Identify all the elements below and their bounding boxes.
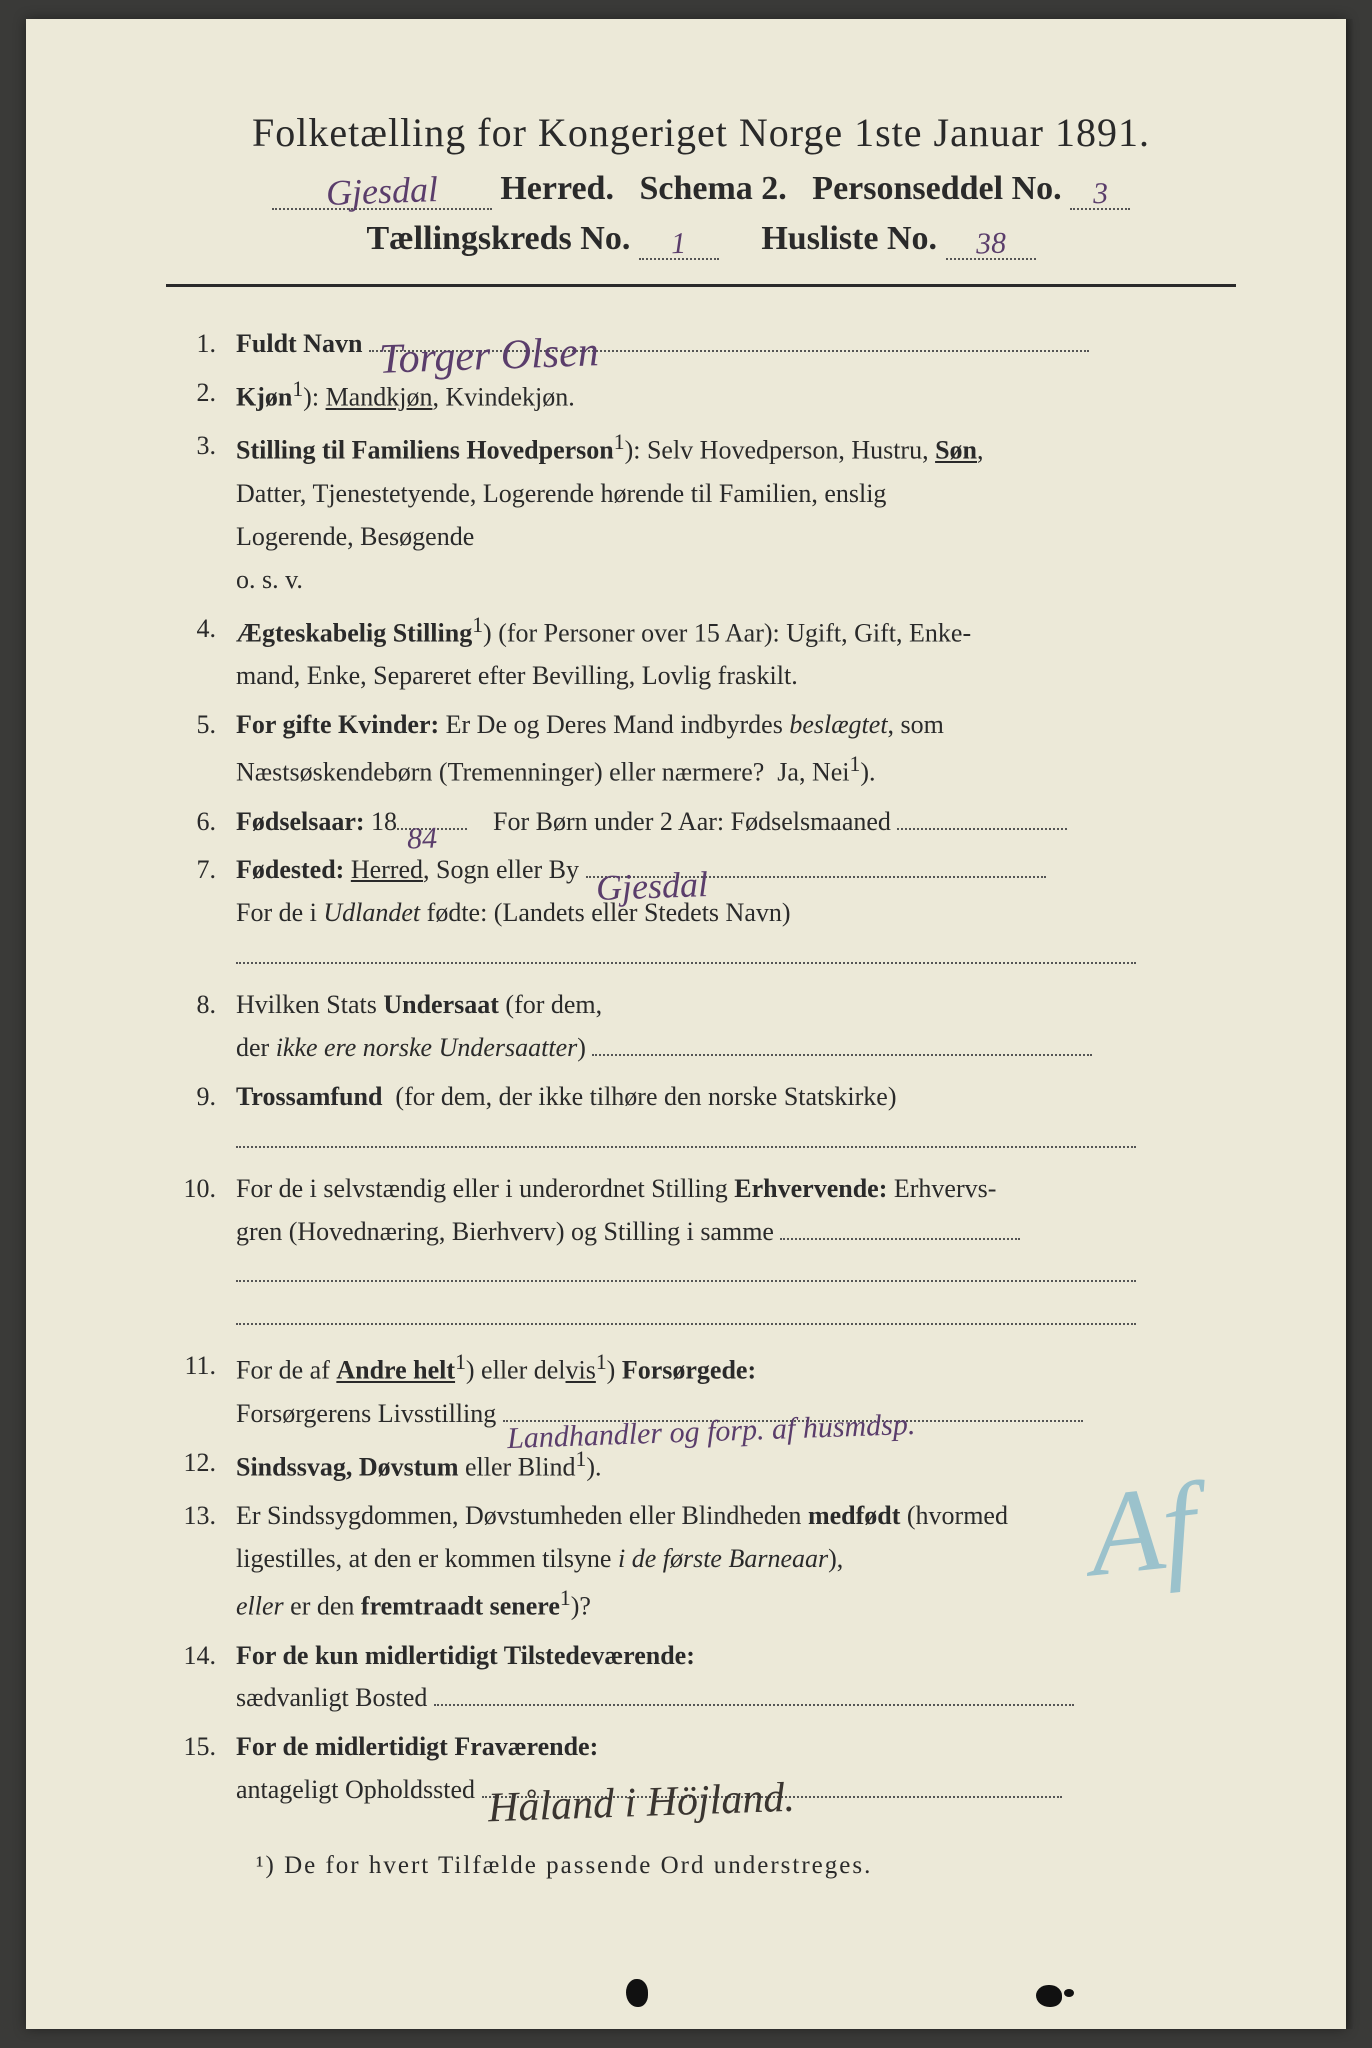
item-2: 2. Kjøn1): Mandkjøn, Kvindekjøn.: [166, 372, 1236, 420]
herred-value: Gjesdal: [325, 175, 438, 208]
item-label: Fuldt Navn: [236, 329, 362, 358]
birthplace-field: Gjesdal: [586, 849, 1046, 892]
name-field: Torger Olsen: [369, 323, 1089, 366]
item-11: 11. For de af Andre helt1) eller delvis1…: [166, 1345, 1236, 1435]
item-number: 15.: [166, 1726, 236, 1812]
footnote: ¹) De for hvert Tilfælde passende Ord un…: [166, 1852, 1236, 1880]
item-9: 9. Trossamfund (for dem, der ikke tilhør…: [166, 1076, 1236, 1162]
item-number: 1.: [166, 323, 236, 366]
item-label: For de midlertidigt Fraværende:: [236, 1732, 598, 1761]
item-1: 1. Fuldt Navn Torger Olsen: [166, 323, 1236, 366]
birth-month-field: [897, 828, 1067, 830]
item-label: For de kun midlertidigt Tilstedeværende:: [236, 1641, 695, 1670]
whereabouts-value: Håland i Höjland.: [487, 1781, 795, 1825]
usual-residence-label: sædvanligt Bosted: [236, 1683, 427, 1712]
item-12: 12. Sindssvag, Døvstum eller Blind1).: [166, 1442, 1236, 1490]
item-number: 12.: [166, 1442, 236, 1490]
item-label: Fødested:: [236, 855, 344, 884]
item-number: 3.: [166, 425, 236, 601]
husliste-field: 38: [946, 220, 1036, 260]
item-label: Stilling til Familiens Hovedperson: [236, 436, 614, 465]
item-number: 5.: [166, 704, 236, 794]
herred-field: Gjesdal: [272, 170, 492, 210]
item-4: 4. Ægteskabelig Stilling1) (for Personer…: [166, 608, 1236, 698]
item-7: 7. Fødested: Herred, Sogn eller By Gjesd…: [166, 849, 1236, 978]
item-number: 8.: [166, 984, 236, 1070]
religion-field: [236, 1146, 1136, 1148]
provider-field: Landhandler og forp. af husmdsp.: [503, 1393, 1083, 1436]
item-number: 4.: [166, 608, 236, 698]
birthplace-value: Gjesdal: [595, 870, 708, 903]
kreds-label: Tællingskreds No.: [366, 220, 630, 257]
header-line-2: Gjesdal Herred. Schema 2. Personseddel N…: [166, 170, 1236, 210]
item-number: 10.: [166, 1168, 236, 1340]
birthplace-type: Herred: [351, 855, 423, 884]
occupation-field-2: [236, 1280, 1136, 1282]
item-number: 6.: [166, 801, 236, 844]
item-tail: o. s. v.: [236, 565, 303, 594]
kreds-field: 1: [639, 220, 719, 260]
item-label: Kjøn: [236, 383, 292, 412]
usual-residence-field: [434, 1704, 1074, 1706]
item-label: Ægteskabelig Stilling: [236, 618, 472, 647]
year-value: 84: [407, 827, 438, 852]
personseddel-field: 3: [1070, 170, 1130, 210]
citizenship-field: [592, 1054, 1092, 1056]
ink-blot: [626, 1979, 648, 2007]
whereabouts-label: antageligt Opholdssted: [236, 1775, 475, 1804]
item-number: 9.: [166, 1076, 236, 1162]
item-label: Fødselsaar:: [236, 807, 365, 836]
form-header: Folketælling for Kongeriget Norge 1ste J…: [166, 109, 1236, 287]
year-field: 84: [397, 801, 467, 844]
item-label: Trossamfund: [236, 1082, 382, 1111]
whereabouts-field: Håland i Höjland.: [482, 1769, 1062, 1812]
relation-selected: Søn: [935, 436, 977, 465]
item-label: For gifte Kvinder:: [236, 710, 439, 739]
year-prefix: 18: [371, 807, 397, 836]
item-number: 11.: [166, 1345, 236, 1435]
item-number: 14.: [166, 1635, 236, 1721]
item-number: 13.: [166, 1495, 236, 1628]
provider-label: Forsørgerens Livsstilling: [236, 1399, 496, 1428]
item-13: 13. Er Sindssygdommen, Døvstumheden elle…: [166, 1495, 1236, 1628]
item-8: 8. Hvilken Stats Undersaat (for dem, der…: [166, 984, 1236, 1070]
occupation-field-3: [236, 1323, 1136, 1325]
form-items: 1. Fuldt Navn Torger Olsen 2. Kjøn1): Ma…: [166, 323, 1236, 1812]
birth-month-label: For Børn under 2 Aar: Fødselsmaaned: [493, 807, 891, 836]
header-rule: [166, 284, 1236, 287]
item-6: 6. Fødselsaar: 1884 For Børn under 2 Aar…: [166, 801, 1236, 844]
form-title: Folketælling for Kongeriget Norge 1ste J…: [166, 109, 1236, 156]
item-number: 2.: [166, 372, 236, 420]
name-value: Torger Olsen: [378, 336, 599, 377]
birthplace-abroad-field: [236, 962, 1136, 964]
item-5: 5. For gifte Kvinder: Er De og Deres Man…: [166, 704, 1236, 794]
item-14: 14. For de kun midlertidigt Tilstedevære…: [166, 1635, 1236, 1721]
personseddel-label: Personseddel No.: [812, 170, 1061, 207]
item-number: 7.: [166, 849, 236, 978]
sex-selected: Mandkjøn: [326, 383, 433, 412]
item-label: Sindssvag, Døvstum: [236, 1452, 459, 1481]
occupation-field-1: [780, 1238, 1020, 1240]
personseddel-value: 3: [1092, 182, 1108, 207]
schema-label: Schema 2.: [639, 170, 786, 207]
item-10: 10. For de i selvstændig eller i underor…: [166, 1168, 1236, 1340]
item-3: 3. Stilling til Familiens Hovedperson1):…: [166, 425, 1236, 601]
kreds-value: 1: [671, 232, 687, 257]
ink-blot: [1036, 1985, 1062, 2007]
item-15: 15. For de midlertidigt Fraværende: anta…: [166, 1726, 1236, 1812]
husliste-label: Husliste No.: [761, 220, 937, 257]
herred-label: Herred.: [500, 170, 614, 207]
husliste-value: 38: [975, 231, 1006, 256]
header-line-3: Tællingskreds No. 1 Husliste No. 38: [166, 220, 1236, 260]
census-form-page: Folketælling for Kongeriget Norge 1ste J…: [26, 19, 1346, 2029]
page-shadow: [1346, 19, 1354, 2029]
